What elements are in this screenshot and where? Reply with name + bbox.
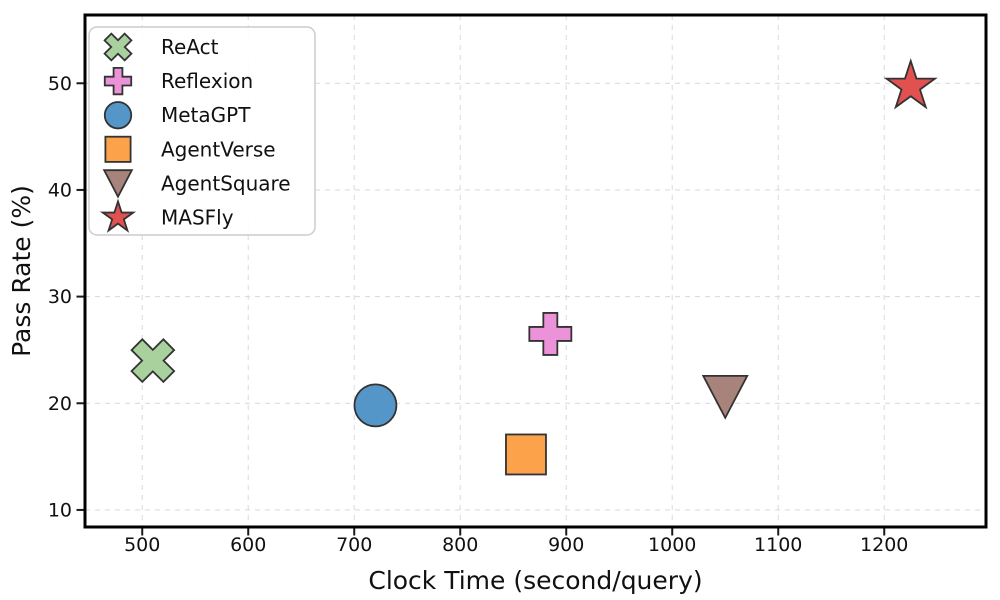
y-tick-label: 40 [48,179,72,201]
data-point-metagpt [353,383,398,428]
marker-triangle-down [102,169,134,199]
y-tick-label: 30 [48,286,72,308]
x-tick-label: 700 [336,534,372,556]
legend-label: AgentVerse [161,137,276,161]
data-point-reflexion [528,312,573,356]
legend-item-agentverse: AgentVerse [104,135,276,163]
legend-label: MASFly [161,206,234,230]
legend-label: Reflexion [161,69,253,93]
data-point-react [130,338,176,384]
data-point-agentverse [505,433,547,476]
x-tick-label: 900 [548,534,584,556]
marker-x-thick [103,32,133,62]
x-tick-label: 1200 [860,534,908,556]
marker-star [99,198,137,233]
legend-label: MetaGPT [161,103,251,127]
y-tick-label: 10 [48,499,72,521]
legend-box [88,26,316,236]
x-tick-label: 1100 [754,534,802,556]
marker-square [104,135,132,163]
legend-label: ReAct [161,35,219,59]
y-axis-label: Pass Rate (%) [7,185,36,357]
marker-plus-thick [103,66,133,96]
legend-item-masfly: MASFly [99,198,234,233]
x-tick-label: 500 [124,534,160,556]
legend-item-react: ReAct [103,32,219,62]
y-tick-label: 20 [48,393,72,415]
legend: ReAct Reflexion MetaGPT AgentVerse AgentSqua… [88,26,316,236]
legend-item-metagpt: MetaGPT [103,101,251,130]
data-point-masfly [883,58,938,110]
x-tick-label: 800 [442,534,478,556]
legend-label: AgentSquare [161,171,291,195]
data-point-agentsquare [701,374,749,420]
x-tick-label: 600 [230,534,266,556]
x-tick-label: 1000 [648,534,696,556]
y-tick-label: 50 [48,73,72,95]
legend-item-reflexion: Reflexion [103,66,253,96]
x-axis-label: Clock Time (second/query) [368,566,702,595]
axes-frame [83,13,988,529]
marker-circle [103,101,133,130]
legend-item-agentsquare: AgentSquare [102,169,291,199]
